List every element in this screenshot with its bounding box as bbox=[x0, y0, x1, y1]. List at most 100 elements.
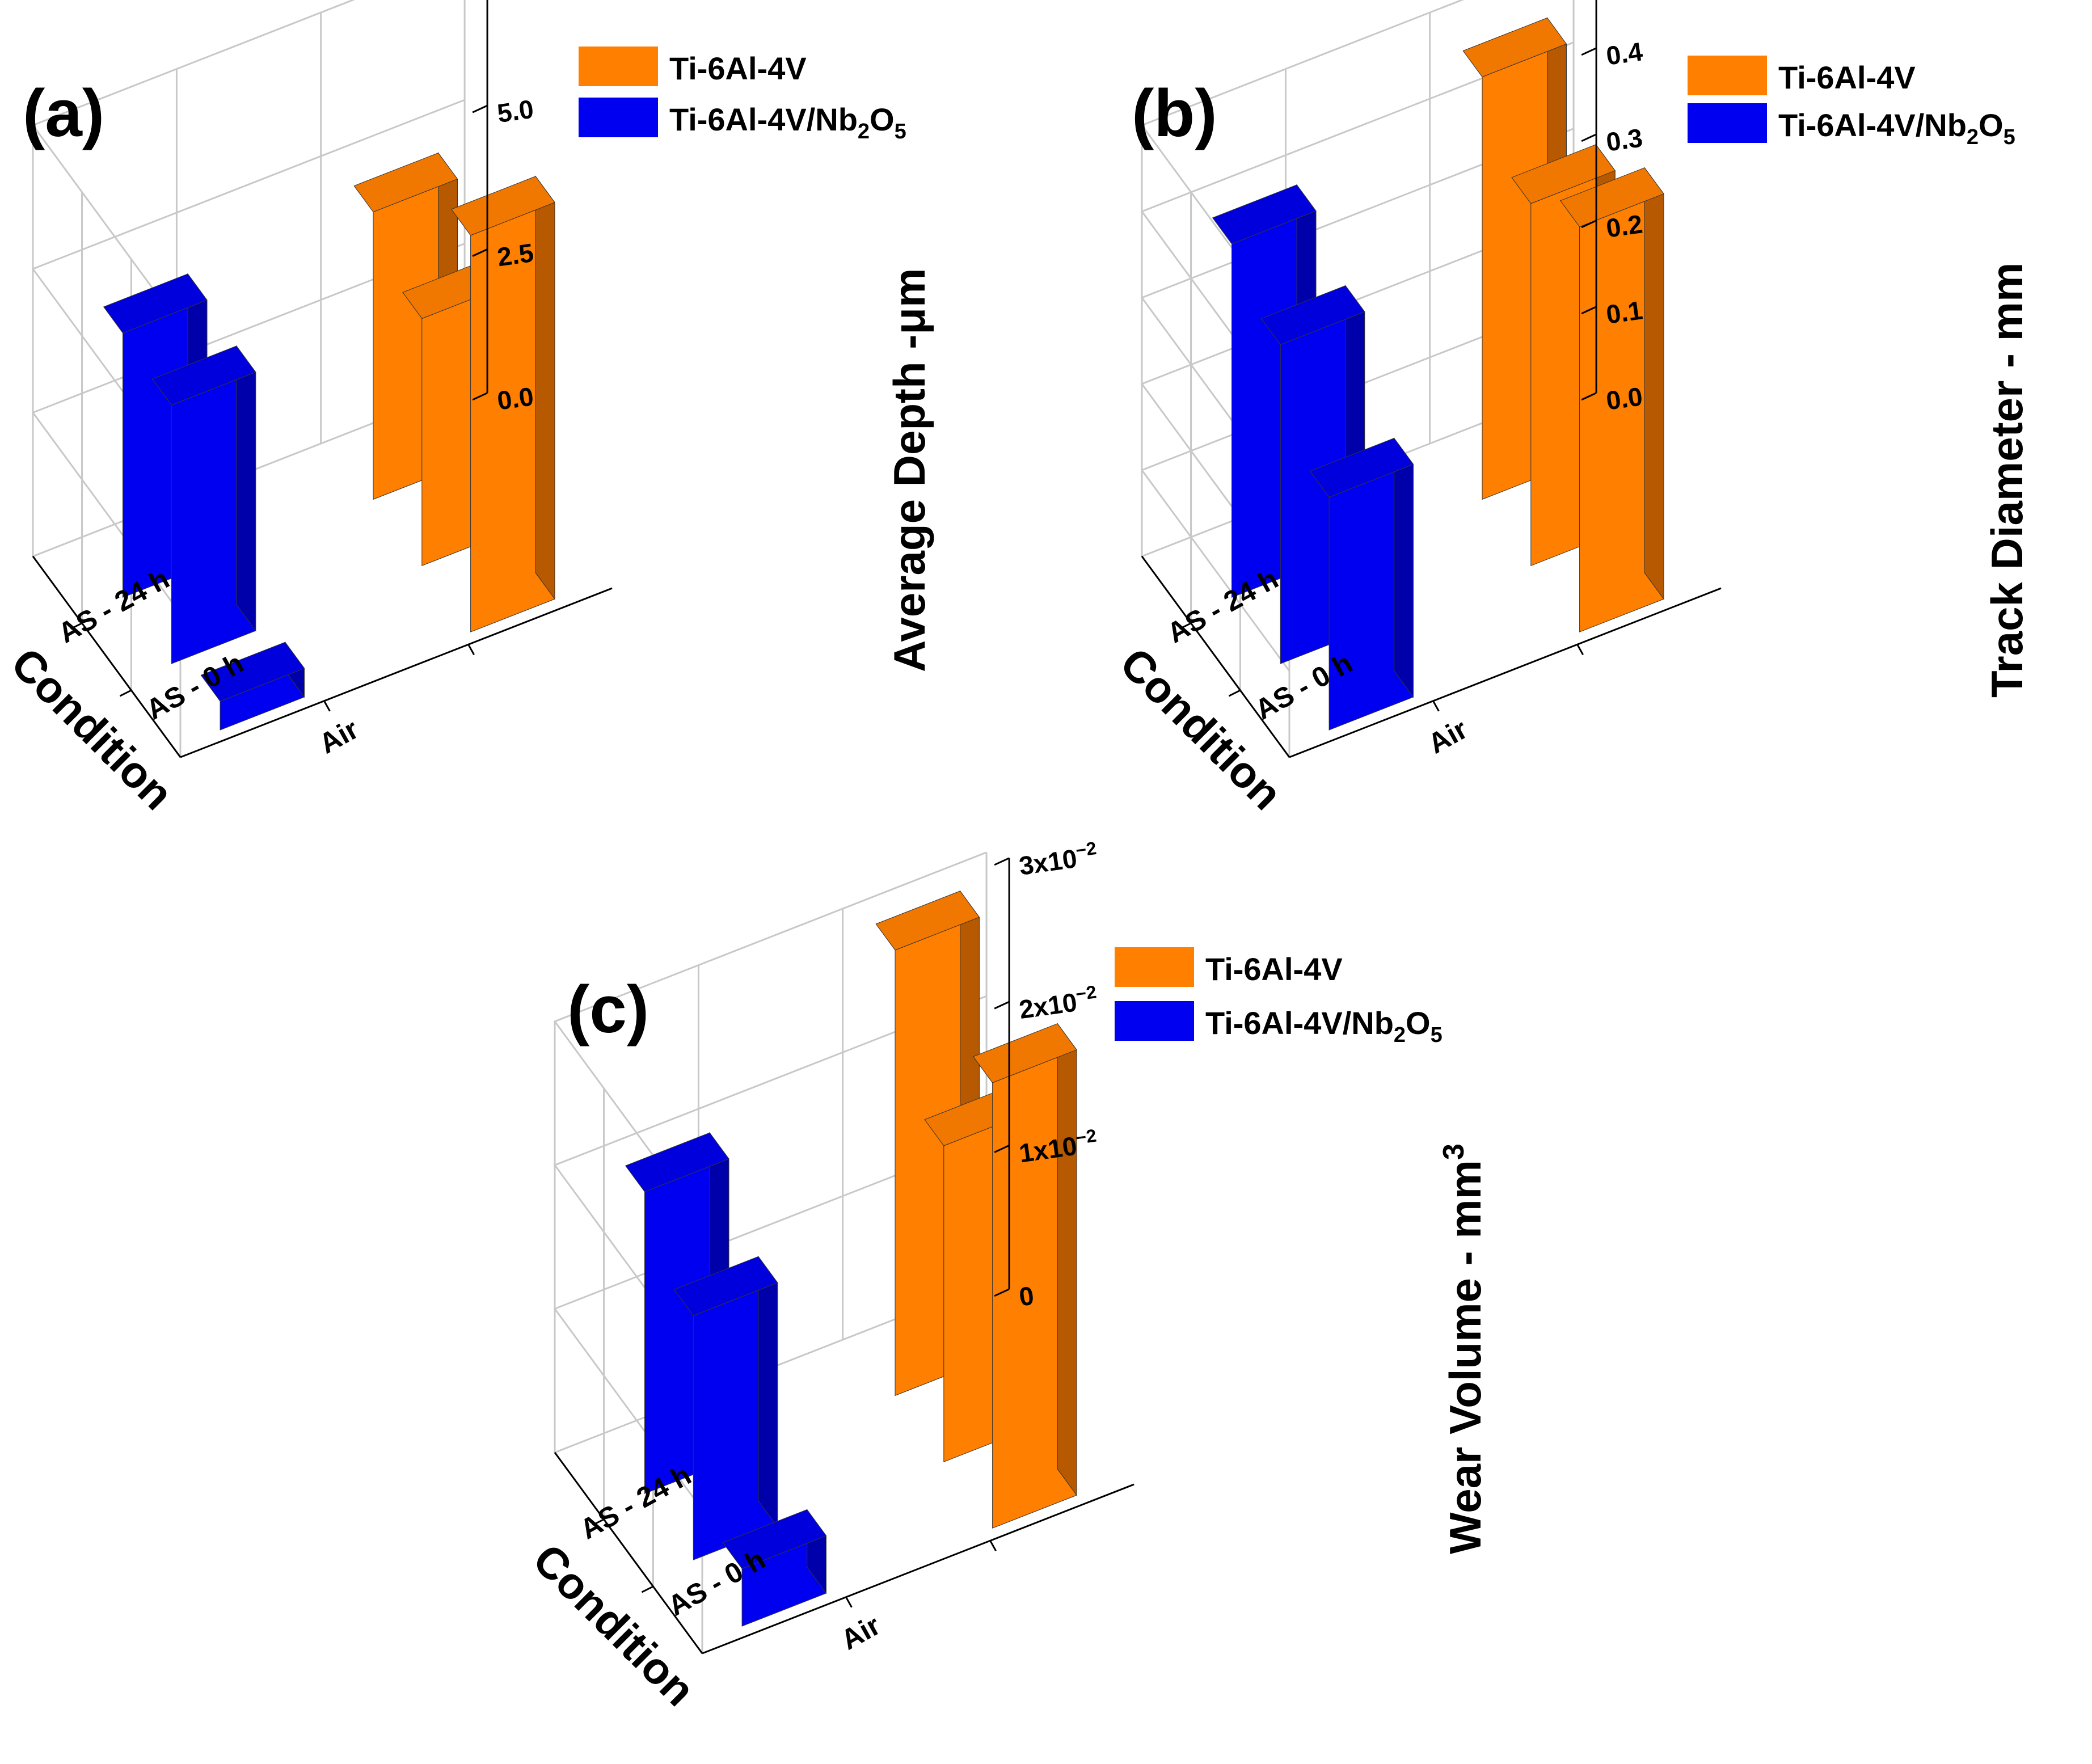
z-tick-label: 2x10−2 bbox=[1017, 981, 1099, 1024]
category-label: Air bbox=[314, 713, 364, 760]
z-tick-label: 0.0 bbox=[495, 381, 535, 415]
chart-bars bbox=[625, 890, 1077, 1627]
x-axis-line bbox=[180, 587, 613, 758]
z-tick-label: 0.1 bbox=[1604, 295, 1644, 329]
bar-series2 bbox=[722, 1508, 827, 1627]
legend-label-series1: Ti-6Al-4V bbox=[1778, 60, 1916, 95]
bar-series2 bbox=[1309, 437, 1414, 731]
panel-label: (a) bbox=[23, 76, 104, 151]
legend-label-series2: Ti-6Al-4V/Nb2O5 bbox=[1205, 1005, 1443, 1047]
z-tick bbox=[994, 1288, 1010, 1297]
legend: Ti-6Al-4V Ti-6Al-4V/Nb2O5 bbox=[1688, 56, 2015, 149]
category-label: AS - 24 h bbox=[575, 1459, 696, 1546]
legend: Ti-6Al-4V Ti-6Al-4V/Nb2O5 bbox=[1115, 947, 1443, 1047]
z-tick bbox=[1581, 306, 1597, 315]
legend-swatch-series1 bbox=[1688, 56, 1767, 95]
category-label: Air bbox=[836, 1609, 885, 1656]
category-label: AS - 24 h bbox=[1162, 563, 1283, 649]
z-tick-label: 5.0 bbox=[495, 94, 535, 128]
bar-top-face bbox=[973, 1023, 1077, 1083]
x-tick bbox=[1576, 644, 1584, 655]
panel-label: (b) bbox=[1132, 76, 1217, 151]
bar-series2 bbox=[673, 1255, 778, 1560]
bar-top-face bbox=[1260, 285, 1365, 345]
category-label: AS - 24 h bbox=[53, 563, 174, 649]
bar-top-face bbox=[151, 345, 256, 406]
legend-swatch-series2 bbox=[1115, 1001, 1194, 1041]
z-tick bbox=[994, 857, 1010, 866]
bar-top-face bbox=[1212, 184, 1317, 244]
y-tick bbox=[592, 1518, 605, 1526]
y-tick bbox=[1179, 622, 1192, 630]
z-tick-label: 0.4 bbox=[1604, 36, 1644, 70]
bar-series2 bbox=[200, 641, 305, 731]
y-axis-line bbox=[554, 1451, 703, 1654]
bar-side-face bbox=[1057, 1023, 1077, 1496]
legend-swatch-series1 bbox=[1115, 947, 1194, 987]
z-tick bbox=[472, 248, 488, 257]
bar-top-face bbox=[1560, 167, 1664, 227]
legend-swatch-series2 bbox=[579, 98, 658, 137]
z-tick-label: 0.0 bbox=[1604, 381, 1644, 415]
bar-top-face bbox=[625, 1132, 729, 1192]
bar-top-face bbox=[1309, 437, 1414, 498]
bar-series1 bbox=[451, 175, 555, 632]
y-axis-line bbox=[32, 555, 182, 758]
bar-top-face bbox=[875, 891, 980, 951]
y-axis-line bbox=[1141, 555, 1290, 758]
x-tick bbox=[1432, 700, 1440, 712]
chart-bars bbox=[103, 152, 555, 731]
z-axis-ticks: 0.02.55.07.5 bbox=[472, 0, 535, 416]
y-axis-label: Condition bbox=[1111, 638, 1292, 820]
z-tick-label: 0.3 bbox=[1604, 123, 1644, 157]
z-tick bbox=[1581, 220, 1597, 229]
x-axis-line bbox=[702, 1483, 1134, 1655]
bar-side-face bbox=[1394, 437, 1414, 698]
y-tick bbox=[119, 689, 132, 697]
bar-top-face bbox=[722, 1509, 827, 1569]
z-tick-label: 0.2 bbox=[1604, 209, 1644, 243]
z-axis-label: Average Depth -μm bbox=[884, 268, 934, 672]
bar-top-face bbox=[353, 152, 458, 213]
bar-series2 bbox=[151, 345, 256, 664]
z-tick bbox=[1581, 47, 1597, 56]
legend-label-series1: Ti-6Al-4V bbox=[1205, 951, 1343, 987]
z-axis-ticks: 0.00.10.20.30.40.5 bbox=[1581, 0, 1644, 416]
z-tick bbox=[472, 392, 488, 401]
legend: Ti-6Al-4V Ti-6Al-4V/Nb2O5 bbox=[579, 47, 906, 144]
legend-label-series2: Ti-6Al-4V/Nb2O5 bbox=[669, 102, 906, 144]
bar-side-face bbox=[1644, 167, 1664, 600]
bar-series1 bbox=[1560, 167, 1664, 632]
panel-b: 0.00.10.20.30.40.5 (b) AS - 24 h AS - 0 … bbox=[1111, 0, 2032, 819]
bar-side-face bbox=[236, 345, 256, 632]
legend-swatch-series2 bbox=[1688, 103, 1767, 143]
z-tick bbox=[472, 104, 488, 113]
bar-top-face bbox=[673, 1256, 778, 1316]
y-tick bbox=[70, 622, 83, 630]
bar-side-face bbox=[758, 1255, 778, 1528]
y-axis-label: Condition bbox=[524, 1534, 705, 1716]
legend-swatch-series1 bbox=[579, 47, 658, 86]
panel-label: (c) bbox=[567, 972, 649, 1047]
legend-label-series2: Ti-6Al-4V/Nb2O5 bbox=[1778, 107, 2015, 149]
bar-top-face bbox=[451, 176, 555, 236]
panel-a: 0.02.55.07.5 (a) AS - 24 h AS - 0 h Air … bbox=[2, 0, 934, 819]
bar-top-face bbox=[1462, 17, 1567, 78]
z-axis-label: Wear Volume - mm3 bbox=[1437, 1143, 1490, 1554]
z-tick-label: 2.5 bbox=[495, 238, 535, 272]
x-tick bbox=[989, 1540, 997, 1551]
z-tick bbox=[1581, 392, 1597, 401]
z-tick bbox=[1581, 133, 1597, 142]
x-tick bbox=[467, 644, 475, 655]
z-tick-label: 3x10−2 bbox=[1017, 838, 1099, 881]
z-axis-label: Track Diameter - mm bbox=[1982, 263, 2032, 698]
y-tick bbox=[1228, 689, 1241, 697]
x-axis-line bbox=[1289, 587, 1722, 758]
bar-top-face bbox=[200, 642, 305, 702]
x-tick bbox=[323, 700, 331, 712]
y-tick bbox=[641, 1585, 654, 1593]
x-tick bbox=[845, 1597, 853, 1608]
z-tick bbox=[994, 1001, 1010, 1010]
